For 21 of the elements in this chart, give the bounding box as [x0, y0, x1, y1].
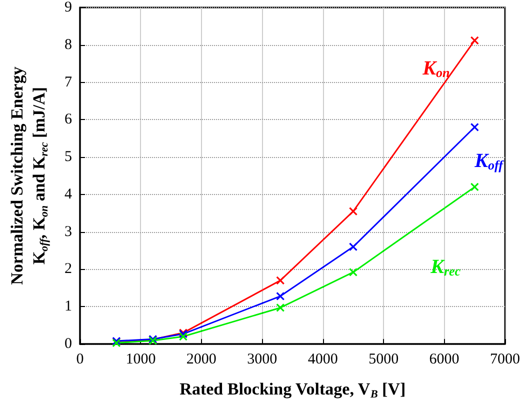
y-tick-label: 8 — [64, 36, 72, 53]
x-tick-label: 3000 — [247, 352, 278, 368]
y-tick-label: 2 — [64, 261, 72, 278]
x-tick-label: 6000 — [429, 352, 460, 368]
y-tick-label: 0 — [64, 336, 72, 352]
y-tick-label: 5 — [64, 149, 72, 166]
y-tick-label: 9 — [64, 0, 72, 16]
x-tick-label: 5000 — [368, 352, 399, 368]
y-tick-label: 6 — [64, 112, 72, 128]
x-tick-label: 7000 — [490, 352, 520, 368]
x-tick-label: 4000 — [308, 352, 338, 368]
y-tick-label: 7 — [64, 74, 72, 90]
x-tick-label: 0 — [76, 352, 84, 368]
x-tick-label: 1000 — [126, 352, 156, 368]
series-label: Koff — [474, 150, 505, 173]
series-label: Kon — [422, 57, 450, 80]
y-tick-label: 1 — [64, 298, 72, 315]
x-tick-label: 2000 — [186, 352, 216, 368]
series-label: Krec — [430, 256, 461, 278]
y-tick-label: 4 — [64, 186, 72, 202]
y-tick-label: 3 — [64, 224, 72, 240]
